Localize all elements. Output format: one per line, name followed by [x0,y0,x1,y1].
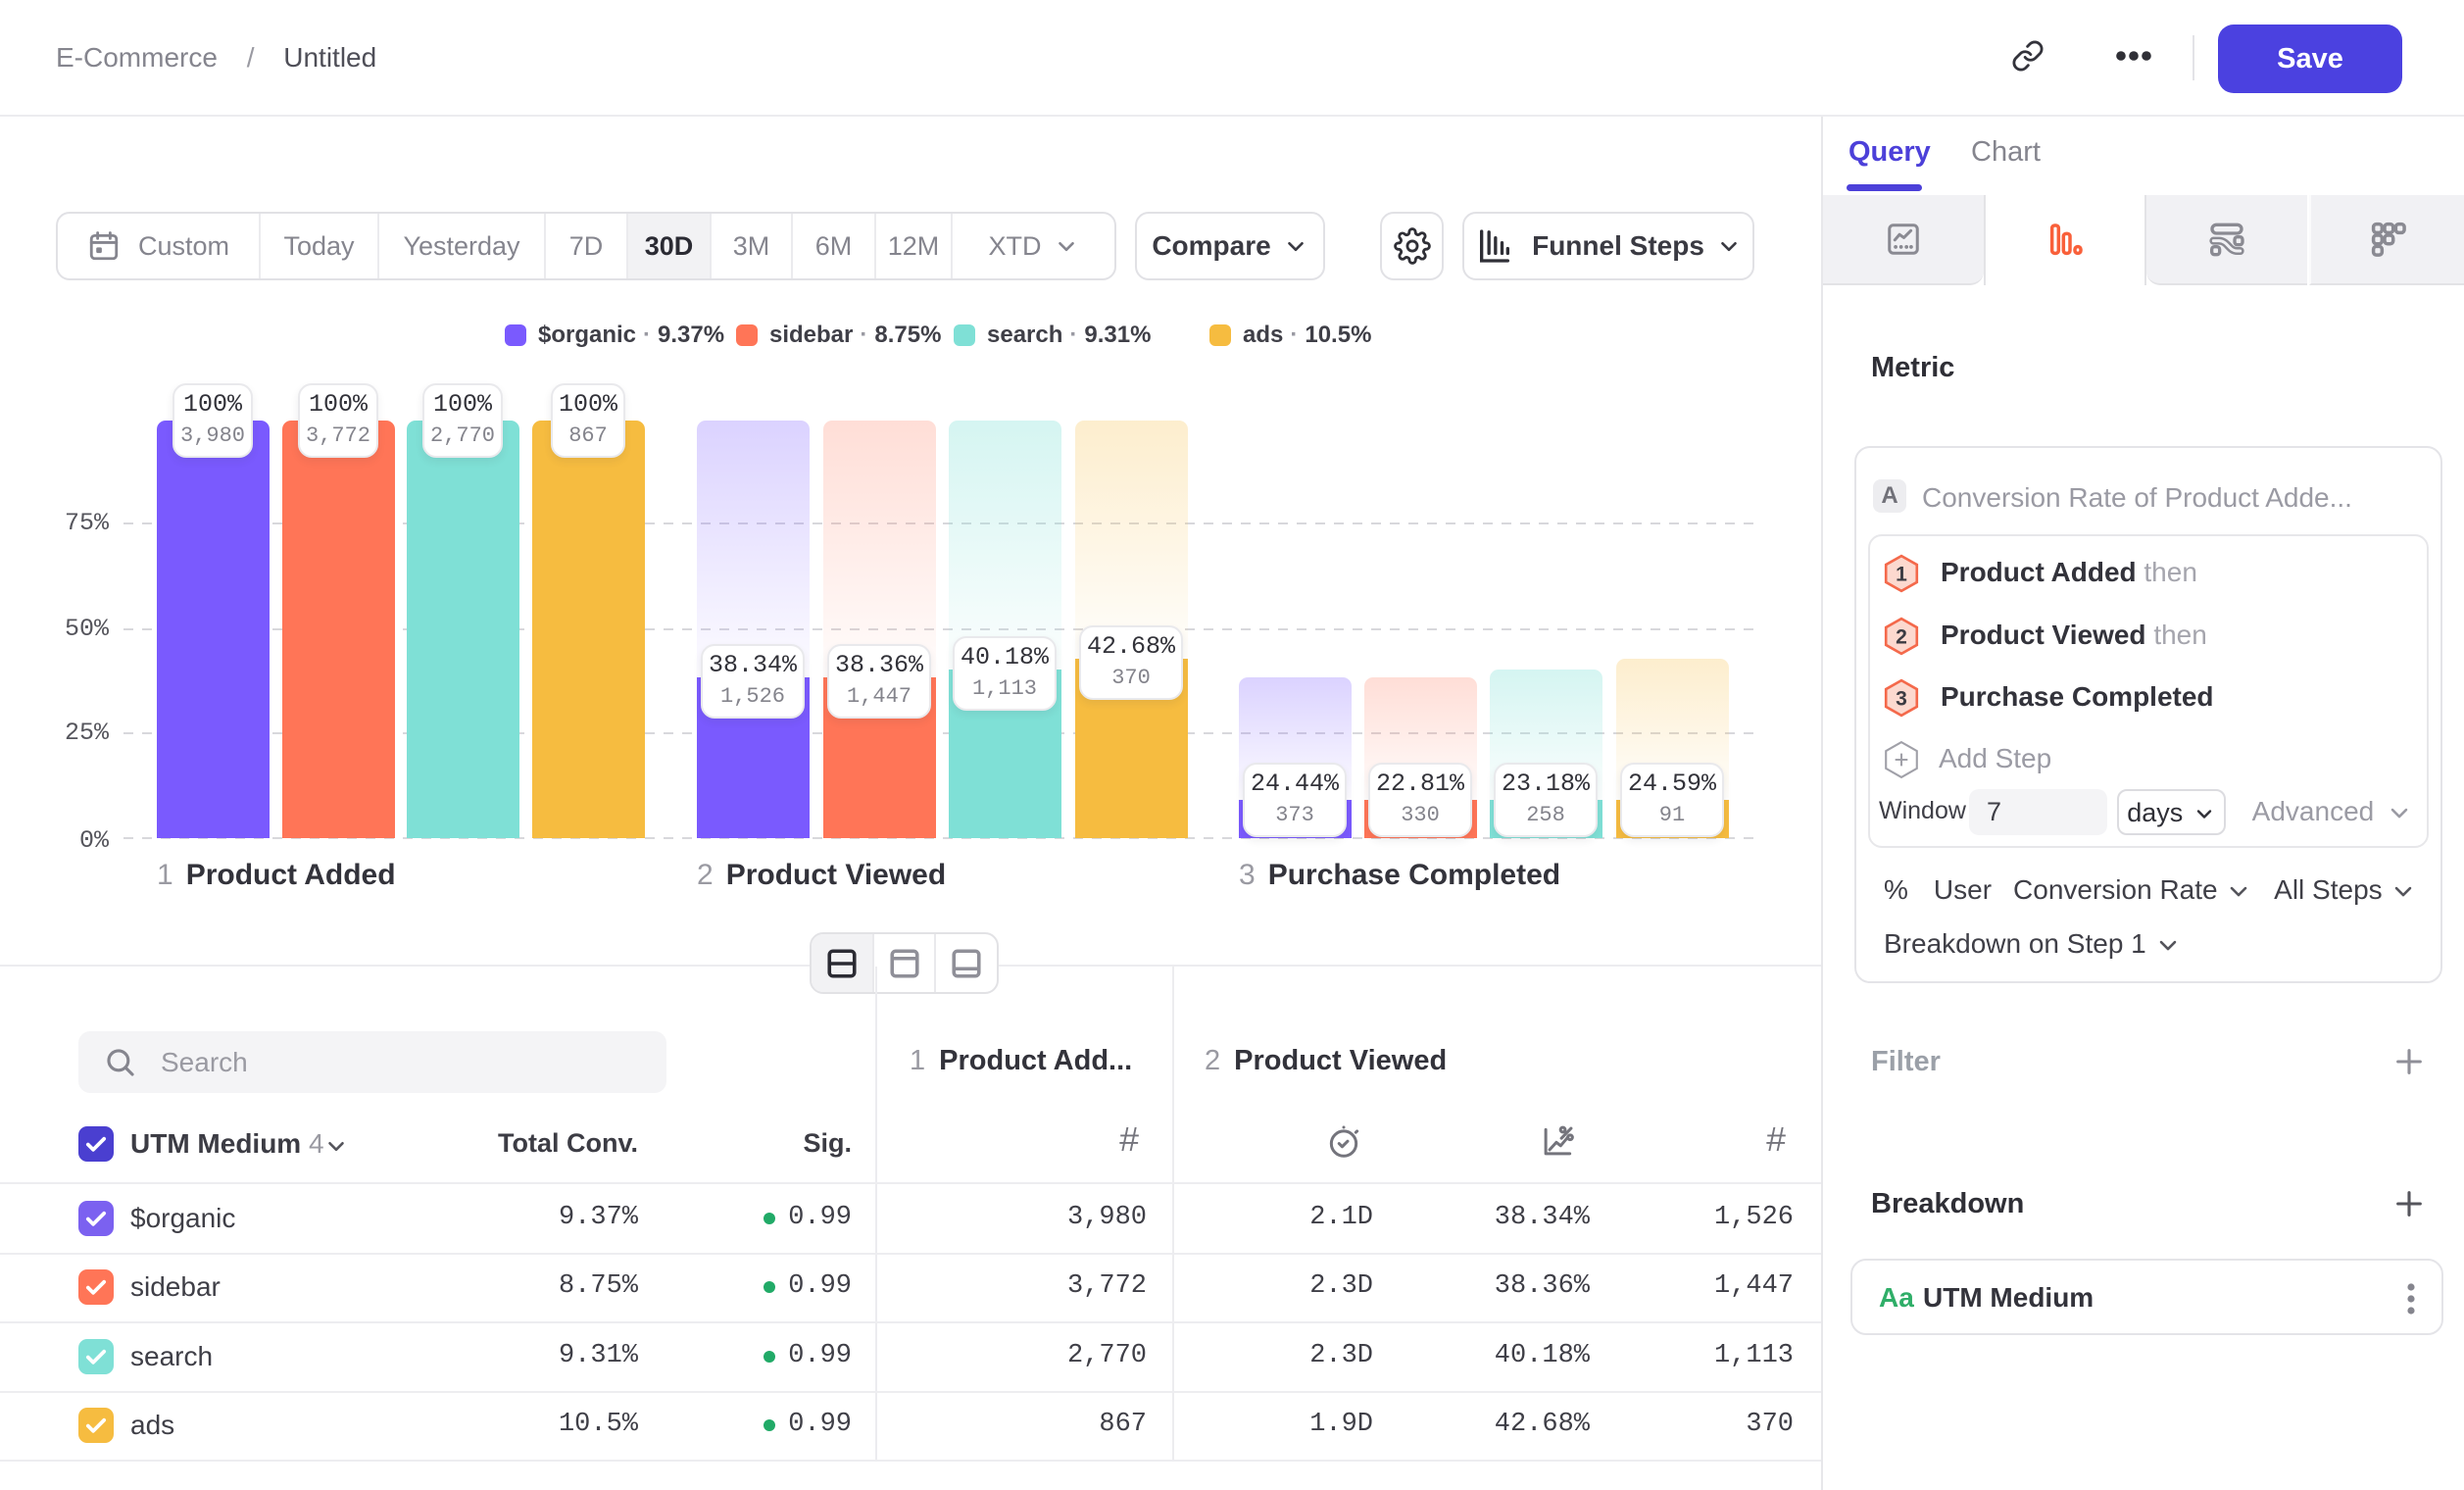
svg-text:2: 2 [1896,625,1907,648]
svg-text:3: 3 [1896,687,1907,710]
svg-text:1: 1 [1896,563,1907,585]
